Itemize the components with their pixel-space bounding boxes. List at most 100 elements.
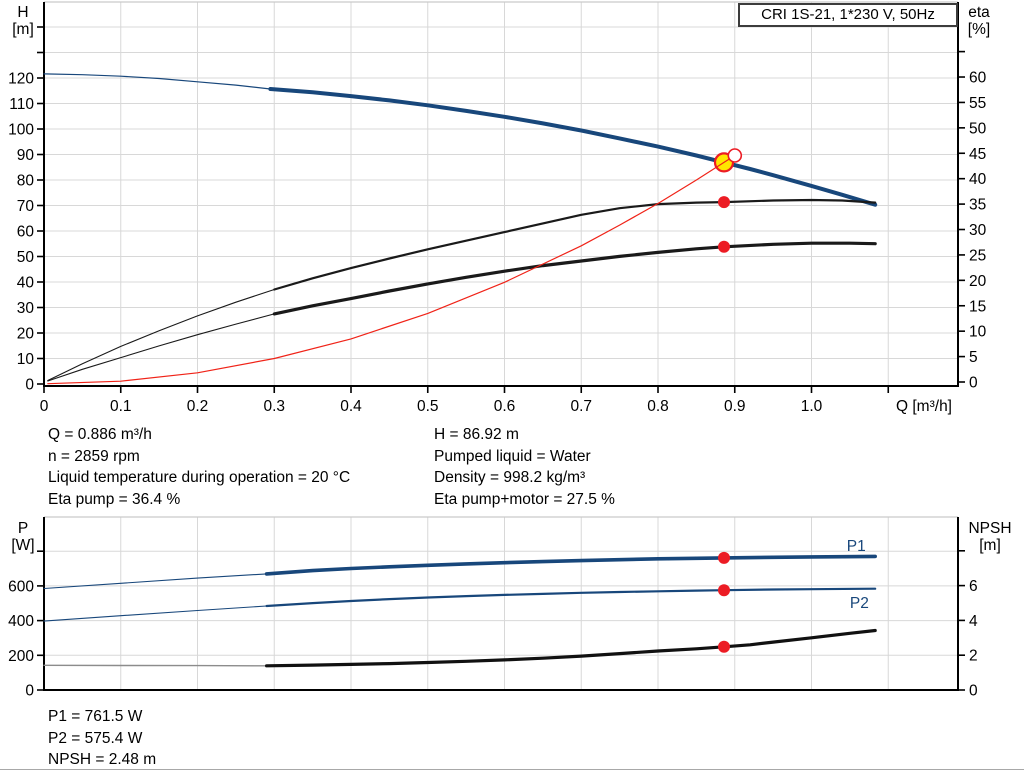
curve-label-p2: P2 — [850, 595, 869, 612]
p1-curve-range — [43, 573, 268, 590]
eta-axis-title-line2: [%] — [967, 20, 991, 38]
npsh-curve-range — [43, 664, 268, 667]
left-axis-tick-label: 90 — [17, 147, 35, 164]
system-curve-end-marker — [727, 148, 743, 163]
left-axis-tick-label: 100 — [8, 122, 34, 139]
result-npsh: NPSH = 2.48 m — [48, 751, 157, 769]
right-axis-tick-label: 25 — [969, 247, 986, 264]
hq-axes: 0 10 20 30 40 50 60 70 80 90 100 110 120 0 5 10 15 20 25 30… — [8, 2, 987, 415]
p-axis-title-line2: [W] — [11, 536, 35, 554]
system-curve — [47, 154, 736, 385]
p2-curve — [265, 587, 877, 608]
power-results: P1 = 761.5 W P2 = 575.4 W NPSH = 2.48 m — [48, 706, 156, 771]
right-axis-tick-label: 20 — [969, 273, 987, 290]
info-pumped-liquid: Pumped liquid = Water — [434, 447, 591, 465]
right-axis-tick-label: 6 — [969, 578, 978, 595]
h-curve — [268, 87, 878, 207]
right-axis-tick-label: 2 — [969, 648, 978, 665]
x-axis-tick-label: 0.7 — [570, 398, 592, 415]
x-axis-tick-label: 0.2 — [187, 398, 209, 415]
hq-chart: 0 10 20 30 40 50 60 70 80 90 100 110 120 0 5 10 15 20 25 30… — [8, 1, 987, 415]
left-axis-tick-label: 110 — [9, 96, 34, 113]
left-axis-tick-label: 0 — [25, 683, 34, 700]
h-axis-title-line2: [m] — [12, 20, 34, 38]
p1-dot — [718, 551, 730, 564]
right-axis-tick-label: 0 — [969, 683, 978, 700]
right-axis-tick-label: 5 — [969, 349, 978, 366]
npsh-dot — [718, 640, 730, 653]
left-axis-tick-label: 20 — [17, 326, 35, 343]
hq-series — [43, 73, 878, 385]
p1-curve — [264, 554, 878, 576]
x-axis-tick-label: 0.9 — [724, 398, 746, 415]
info-density: Density = 998.2 kg/m³ — [434, 469, 586, 487]
x-axis-tick-label: 0.8 — [647, 398, 669, 415]
result-p1: P1 = 761.5 W — [48, 708, 143, 725]
info-liquid-temperature: Liquid temperature during operation = 20… — [48, 469, 351, 487]
h-curve-range — [43, 73, 271, 90]
x-axis-tick-label: 0.3 — [263, 398, 285, 415]
power-series — [43, 551, 878, 668]
hq-gridlines — [44, 1, 958, 386]
npsh-axis-title-line2: [m] — [979, 536, 1001, 554]
p2-dot — [718, 584, 730, 597]
duty-info-left: Q = 0.886 m³/h n = 2859 rpm Liquid tempe… — [48, 424, 350, 510]
bottom-divider — [0, 769, 1024, 770]
curve-label-p1: P1 — [847, 538, 866, 555]
pump-type-title-box: CRI 1S-21, 1*230 V, 50Hz — [738, 3, 958, 27]
left-axis-tick-label: 400 — [8, 613, 34, 630]
right-axis-tick-label: 45 — [969, 146, 986, 163]
right-axis-tick-label: 50 — [969, 120, 987, 137]
left-axis-tick-label: 40 — [17, 275, 35, 292]
npsh-axis-title: NPSH [m] — [960, 520, 1020, 554]
p2-curve-range — [43, 605, 268, 622]
x-axis-tick-label: 0.5 — [417, 398, 439, 415]
right-axis-tick-label: 10 — [969, 324, 987, 341]
info-speed: n = 2859 rpm — [48, 447, 140, 465]
left-axis-tick-label: 0 — [25, 377, 34, 394]
left-axis-tick-label: 600 — [8, 578, 34, 595]
result-p2: P2 = 575.4 W — [48, 729, 143, 747]
info-q: Q = 0.886 m³/h — [48, 426, 152, 443]
duty-info-right: H = 86.92 m Pumped liquid = Water Densit… — [434, 424, 615, 510]
right-axis-tick-label: 15 — [969, 298, 986, 315]
eta-pump-motor-dot — [718, 240, 730, 253]
x-axis-tick-label: 1.0 — [801, 398, 823, 415]
pump-type-label: CRI 1S-21, 1*230 V, 50Hz — [761, 6, 935, 23]
power-gridlines — [44, 516, 958, 690]
h-axis-title-line1: H — [17, 4, 29, 21]
left-axis-tick-label: 200 — [8, 648, 34, 665]
left-axis-tick-label: 30 — [17, 300, 35, 317]
p-axis-title-line1: P — [17, 520, 29, 537]
info-eta-pump-motor: Eta pump+motor = 27.5 % — [434, 490, 615, 508]
x-axis-tick-label: 0.6 — [494, 398, 516, 415]
right-axis-tick-label: 60 — [969, 70, 987, 87]
left-axis-tick-label: 10 — [17, 351, 35, 368]
left-axis-tick-label: 120 — [8, 71, 34, 88]
x-axis-tick-label: 0 — [40, 398, 49, 415]
x-axis-label: Q [m³/h] — [896, 398, 952, 415]
right-axis-tick-label: 35 — [969, 197, 986, 214]
right-axis-tick-label: 0 — [969, 375, 978, 392]
right-axis-tick-label: 40 — [969, 171, 987, 188]
npsh-curve — [265, 628, 877, 668]
right-axis-tick-label: 30 — [969, 222, 987, 239]
npsh-axis-title-line1: NPSH — [968, 520, 1012, 537]
p-axis-title: P [W] — [4, 520, 42, 554]
eta-pump-motor-curve-range — [47, 313, 275, 382]
left-axis-tick-label: 80 — [17, 173, 35, 190]
eta-pump-motor-curve — [272, 241, 877, 316]
left-axis-tick-label: 60 — [17, 224, 35, 241]
eta-pump-curve — [273, 198, 877, 291]
power-chart: 0 200 400 600 0 2 4 6 P1 P2 — [8, 516, 978, 700]
eta-axis-title-line1: eta — [968, 4, 990, 21]
eta-pump-dot — [718, 196, 730, 209]
right-axis-tick-label: 55 — [969, 95, 986, 112]
power-axes: 0 200 400 600 0 2 4 6 — [8, 517, 978, 700]
x-axis-tick-label: 0.1 — [110, 398, 132, 415]
eta-pump-curve-range — [47, 288, 275, 382]
left-axis-tick-label: 70 — [17, 198, 35, 215]
eta-axis-title: eta [%] — [959, 4, 999, 38]
